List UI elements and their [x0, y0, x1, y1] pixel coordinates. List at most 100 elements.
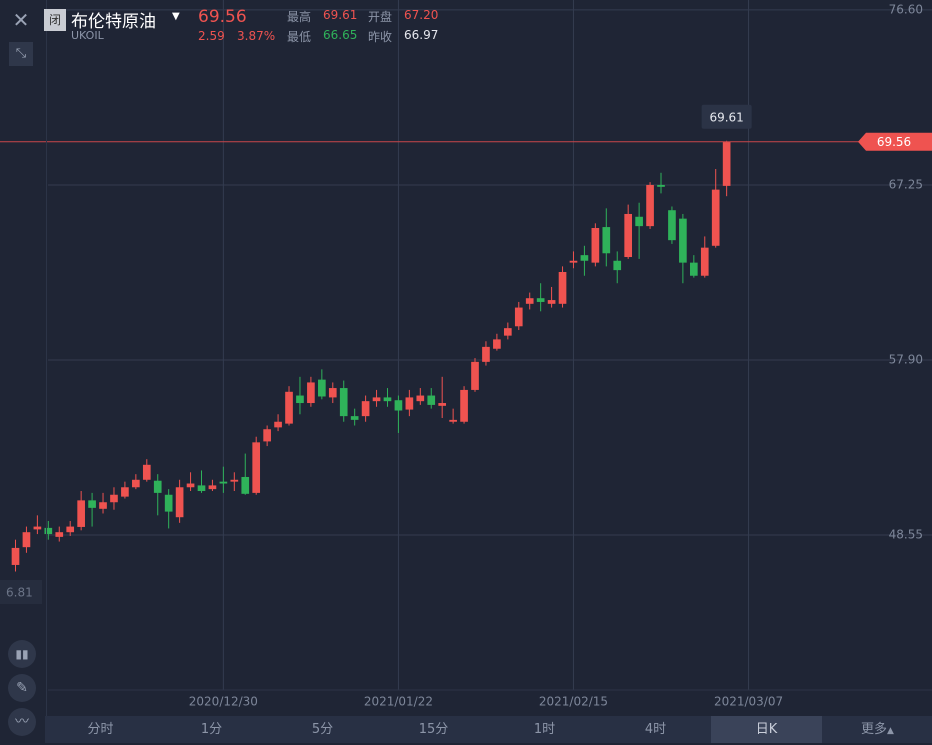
candle-body [274, 421, 282, 428]
candle-button[interactable]: ▮▮ [8, 640, 36, 668]
candle-body [132, 479, 140, 488]
candle-body [164, 494, 173, 512]
candle-body [197, 485, 206, 492]
draw-button[interactable]: ✎ [8, 674, 36, 702]
symbol: UKOIL [71, 29, 104, 42]
tab[interactable]: 1时 [489, 716, 600, 743]
candle-body [482, 346, 490, 362]
candle-body [219, 481, 228, 484]
candle-body [175, 487, 184, 518]
candle-body [110, 494, 118, 503]
y-tick-label: 76.60 [889, 2, 923, 16]
x-tick-label: 2021/01/22 [364, 695, 433, 709]
left-label-box [0, 580, 42, 604]
candle-body [241, 476, 250, 494]
low-label: 最低 [287, 30, 312, 44]
price: 69.56 [198, 7, 247, 27]
y-tick-label: 57.90 [889, 352, 923, 366]
candle-body [602, 227, 611, 254]
candle-body [153, 480, 162, 493]
close-button[interactable]: ✕ [12, 8, 30, 32]
candle-body [230, 479, 239, 482]
open-label: 开盘 [368, 10, 393, 24]
candle-body [514, 307, 523, 327]
price-tag-label: 69.56 [877, 135, 911, 149]
tab-bar: 分时 1分 5分 15分 1时 4时 日K 更多▲ [45, 0, 932, 743]
tab-label: 15分 [418, 722, 449, 737]
candle-body [405, 397, 414, 410]
candle-body [77, 500, 85, 527]
candle-body [591, 228, 600, 263]
candle-body [285, 391, 293, 424]
tab[interactable]: 4时 [600, 716, 711, 743]
open: 67.20 [404, 8, 439, 22]
tab[interactable]: 日K [711, 716, 822, 743]
tab[interactable]: 1分 [156, 716, 267, 743]
indicator-button[interactable]: 〰 [8, 708, 36, 736]
candle-body [44, 527, 53, 535]
candle-body [263, 429, 271, 442]
high: 69.61 [323, 8, 358, 22]
tab[interactable]: 更多▲ [822, 716, 932, 743]
tab-label: 1分 [200, 722, 223, 737]
candle-body [471, 361, 479, 390]
tab[interactable]: 5分 [267, 716, 378, 743]
candle-body [580, 255, 589, 261]
candle-body [668, 210, 676, 241]
tab-label: 分时 [87, 722, 114, 737]
candle-body [722, 141, 731, 186]
candle-body [121, 487, 129, 497]
candle-body [624, 213, 633, 258]
candle-body [460, 389, 468, 422]
candle-body [11, 547, 20, 565]
name[interactable]: 布伦特原油 [71, 12, 156, 32]
tab-arrow: ▲ [887, 726, 894, 736]
candle-body [99, 502, 107, 509]
high-label: 最高 [287, 10, 312, 24]
dropdown[interactable]: ▼ [172, 11, 180, 22]
candle-body [252, 442, 261, 493]
prev: 66.97 [404, 28, 439, 42]
candle-body [689, 262, 698, 276]
price-tag [858, 132, 932, 151]
candle-body [547, 300, 556, 304]
candle-body [504, 328, 512, 336]
candle-body [328, 388, 337, 398]
tab-label: 5分 [311, 722, 334, 737]
candle-body [711, 189, 720, 246]
candle-body [416, 395, 425, 402]
candle-body [350, 416, 359, 420]
high-tooltip [701, 104, 752, 129]
y-tick-label: 48.55 [889, 528, 923, 542]
candle-body [66, 526, 75, 533]
candle-body [394, 400, 403, 411]
tab[interactable]: 15分 [378, 716, 489, 743]
candle-body [493, 339, 501, 349]
candle-body [635, 216, 643, 227]
x-tick-label: 2021/03/07 [714, 695, 783, 709]
tab[interactable]: 分时 [45, 716, 156, 743]
badge: 闭 [44, 9, 66, 31]
candle-body [569, 260, 578, 263]
y-tick-label: 67.25 [889, 177, 923, 191]
shrink-button[interactable]: ⤡ [9, 42, 33, 66]
candle-body [383, 397, 392, 402]
candle-body [558, 271, 567, 304]
candle-body [208, 485, 217, 490]
tab-label: 4时 [644, 722, 667, 737]
candle-body [33, 526, 42, 530]
candle-body [55, 532, 64, 537]
candle-body [361, 401, 370, 417]
candle-body [296, 395, 304, 404]
candle-body [318, 379, 326, 397]
tab-label: 日K [755, 722, 778, 737]
candle-body [22, 532, 31, 548]
low: 66.65 [323, 28, 358, 42]
change: 2.59 [198, 29, 225, 43]
candle-body [646, 184, 654, 227]
candle-body [657, 184, 665, 187]
candle-body [186, 483, 195, 488]
tab-label: 1时 [533, 722, 556, 737]
